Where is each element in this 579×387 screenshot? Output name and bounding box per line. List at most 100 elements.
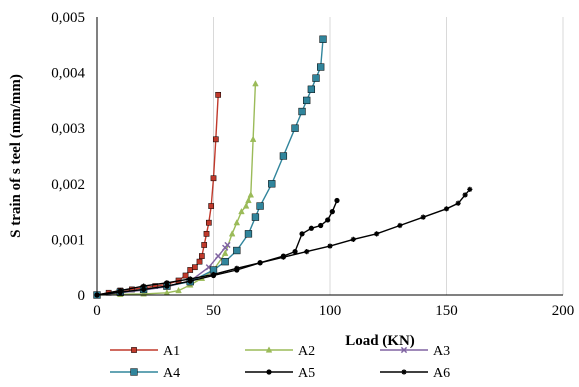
legend-label-a4: A4 — [163, 366, 180, 381]
legend-item-a6: A6 — [380, 366, 450, 381]
data-point-a1 — [205, 219, 212, 226]
data-point-a6 — [210, 271, 217, 278]
data-point-a6 — [327, 243, 333, 249]
data-point-a4 — [298, 107, 306, 116]
data-point-a6 — [462, 192, 468, 198]
series-line-a3 — [96, 244, 229, 296]
legend: A1 A2 A3 A4 A5 A6 — [110, 344, 450, 381]
data-point-a6 — [443, 206, 450, 212]
data-point-a6 — [164, 280, 170, 286]
series-a4 — [93, 35, 327, 299]
series-layer — [93, 35, 473, 299]
data-point-a2 — [233, 219, 241, 226]
data-point-a5 — [292, 249, 298, 255]
data-point-a2 — [252, 80, 259, 87]
x-tick-label: 50 — [206, 303, 221, 319]
data-point-a4 — [319, 35, 327, 43]
legend-item-a5: A5 — [245, 366, 315, 381]
x-tick-label: 0 — [93, 303, 101, 319]
data-point-a1 — [192, 264, 198, 271]
legend-item-a1: A1 — [110, 344, 180, 359]
data-point-a6 — [455, 200, 461, 206]
data-point-a1 — [203, 230, 210, 237]
data-point-a1 — [208, 203, 215, 209]
data-point-a4 — [279, 152, 288, 160]
data-point-a2 — [175, 286, 182, 294]
data-point-a5 — [308, 225, 314, 231]
legend-label-a3: A3 — [433, 344, 450, 359]
x-tick-label: 100 — [319, 303, 342, 319]
legend-label-a5: A5 — [298, 366, 315, 381]
data-point-a1 — [215, 91, 222, 98]
series-a3 — [93, 241, 231, 299]
data-point-a2 — [228, 230, 236, 237]
axes — [96, 17, 563, 296]
data-point-a5 — [299, 231, 305, 237]
data-point-a2 — [247, 191, 255, 198]
y-tick-label: 0,002 — [51, 177, 85, 193]
data-point-a2 — [221, 249, 229, 256]
data-point-a4 — [233, 246, 241, 255]
legend-marker-a1 — [131, 347, 137, 353]
y-tick-label: 0 — [78, 288, 86, 304]
data-point-a6 — [397, 222, 403, 229]
legend-label-a1: A1 — [163, 344, 180, 359]
series-line-a2 — [96, 83, 257, 296]
series-line-a5 — [96, 200, 338, 296]
data-point-a4 — [317, 63, 325, 71]
data-point-a5 — [334, 197, 340, 204]
data-point-a6 — [141, 283, 147, 289]
data-point-a6 — [280, 254, 286, 260]
legend-marker-a6 — [401, 369, 407, 375]
data-point-a6 — [234, 265, 240, 271]
data-point-a4 — [312, 74, 320, 82]
data-point-a2 — [249, 135, 257, 142]
data-point-a6 — [350, 236, 356, 242]
legend-label-a2: A2 — [298, 344, 315, 359]
data-point-a6 — [187, 276, 193, 282]
x-axis-title: Load (KN) — [345, 333, 415, 349]
data-point-a6 — [374, 231, 380, 237]
y-tick-label: 0,004 — [51, 66, 85, 82]
data-point-a5 — [329, 209, 335, 215]
series-line-a1 — [96, 94, 219, 296]
data-point-a6 — [467, 186, 473, 192]
data-point-a1 — [201, 242, 208, 248]
data-point-a6 — [117, 287, 123, 294]
data-point-a4 — [256, 202, 264, 210]
data-point-a1 — [196, 258, 203, 265]
data-point-a4 — [244, 230, 253, 238]
series-line-a4 — [96, 39, 324, 296]
data-point-a4 — [221, 257, 229, 266]
legend-item-a3: A3 — [380, 344, 450, 359]
data-point-a1 — [182, 272, 189, 279]
data-point-a4 — [291, 124, 299, 132]
x-tick-label: 200 — [552, 303, 575, 319]
data-point-a5 — [318, 222, 324, 229]
x-tick-label: 150 — [435, 303, 458, 319]
grid — [213, 17, 564, 295]
data-point-a5 — [325, 217, 331, 223]
legend-item-a4: A4 — [110, 366, 180, 381]
legend-marker-a5 — [266, 369, 272, 375]
series-a6 — [94, 186, 473, 298]
y-axis-title: S train of s teel (mm/mm) — [8, 74, 24, 238]
data-point-a6 — [420, 214, 426, 220]
series-a1 — [94, 91, 222, 298]
data-point-a1 — [210, 175, 217, 182]
y-tick-label: 0,001 — [51, 232, 85, 248]
data-point-a4 — [268, 180, 276, 188]
tick-labels: 0 50 100 150 200 0 0,001 0,002 0,003 0,004 0,005 — [51, 10, 574, 319]
data-point-a3 — [224, 241, 231, 249]
series-line-a6 — [96, 188, 471, 296]
data-point-a6 — [257, 260, 263, 266]
legend-label-a6: A6 — [433, 366, 450, 381]
data-point-a2 — [242, 202, 250, 209]
data-point-a2 — [238, 207, 245, 215]
series-a2 — [93, 80, 259, 298]
legend-marker-a3 — [400, 346, 408, 354]
data-point-a1 — [212, 136, 219, 143]
data-point-a6 — [304, 249, 310, 255]
legend-item-a2: A2 — [245, 344, 315, 359]
